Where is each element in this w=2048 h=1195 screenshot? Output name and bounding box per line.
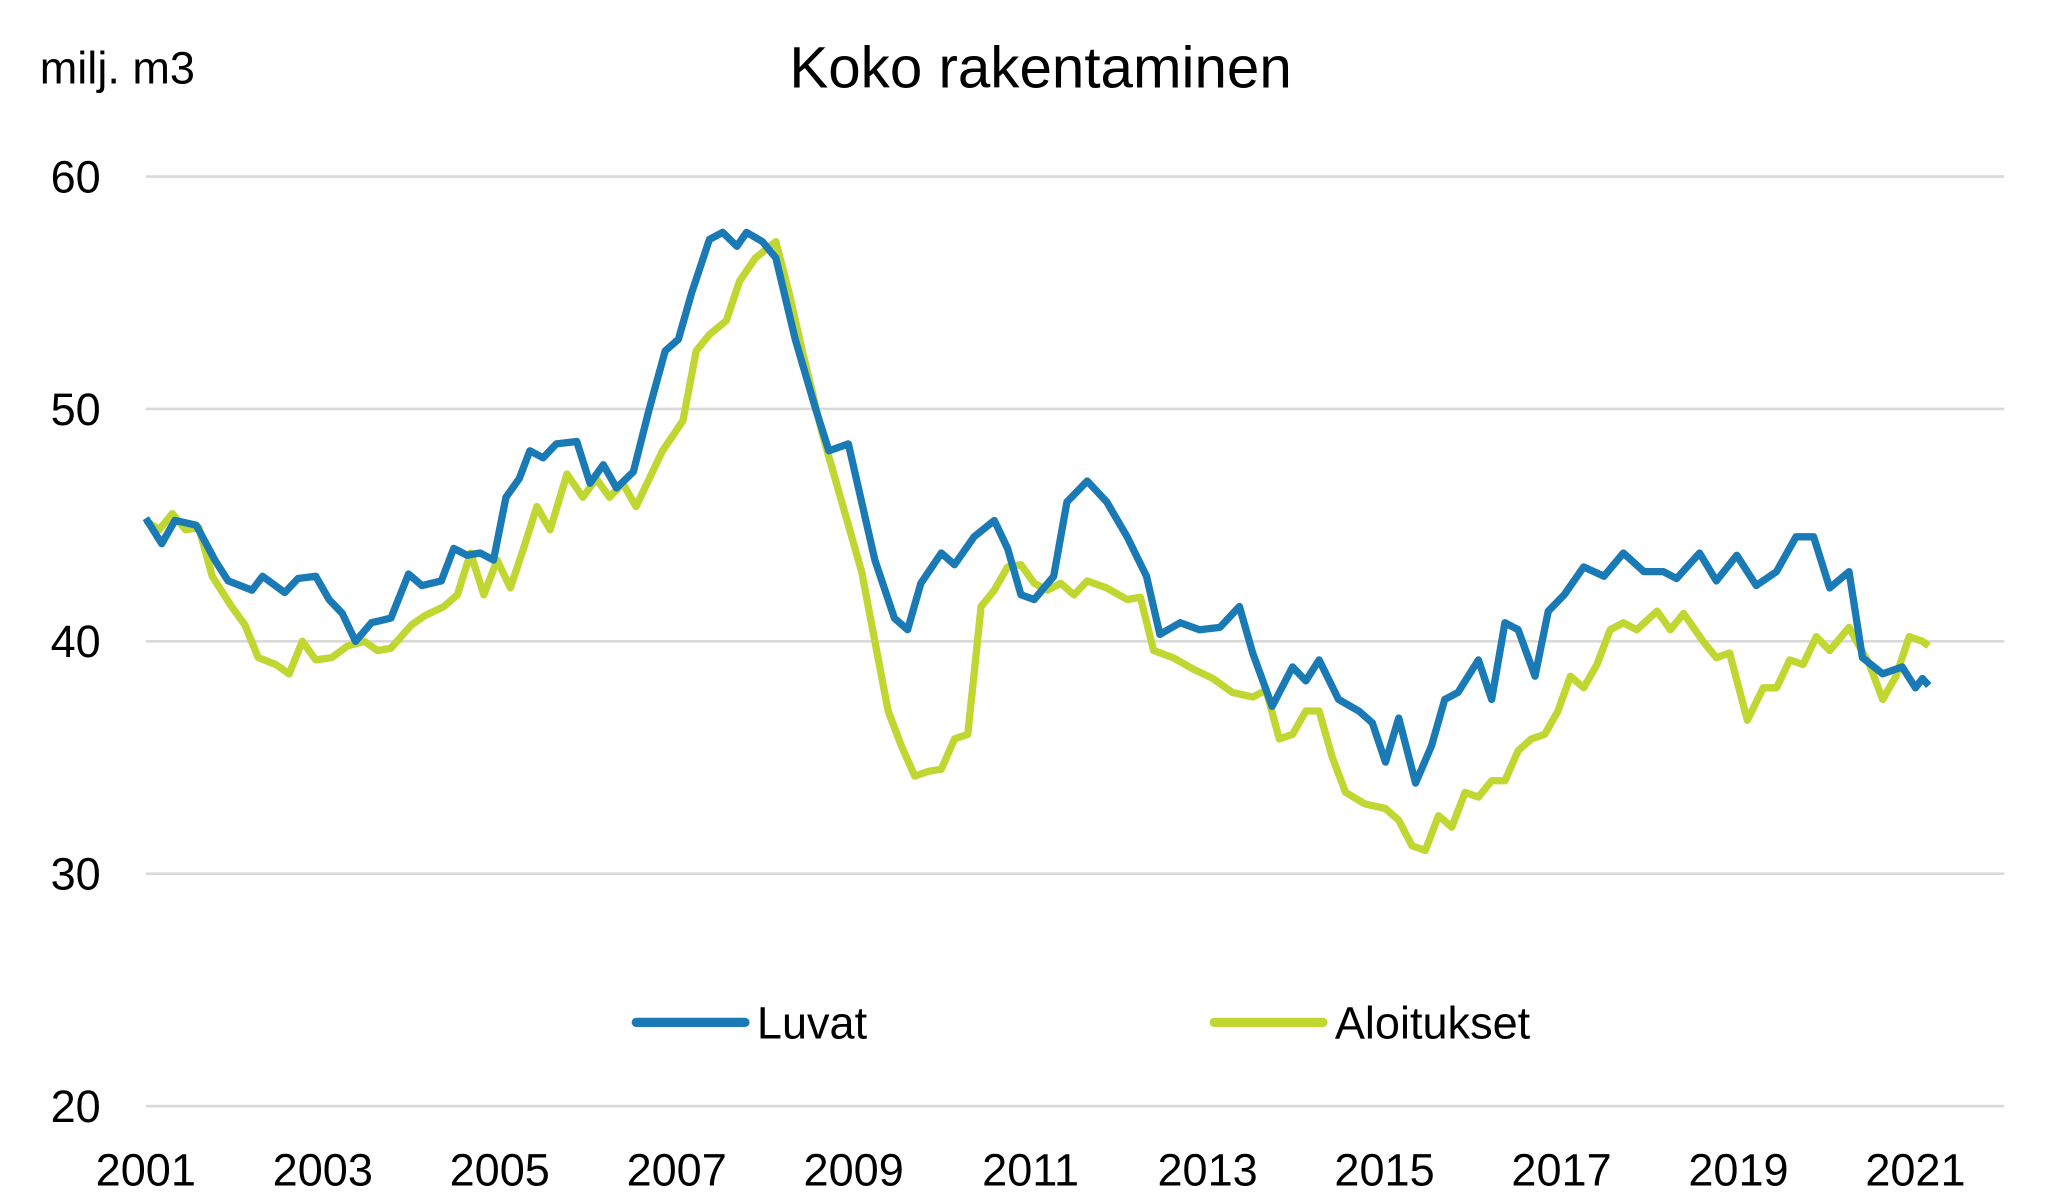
- x-tick-label: 2019: [1688, 1145, 1788, 1195]
- y-tick-label: 50: [51, 384, 101, 435]
- x-tick-label: 2001: [96, 1145, 196, 1195]
- x-tick-label: 2013: [1157, 1145, 1257, 1195]
- legend-label-luvat: Luvat: [757, 997, 868, 1048]
- y-axis-unit-label: milj. m3: [40, 43, 195, 94]
- x-tick-label: 2017: [1511, 1145, 1611, 1195]
- series-line-aloitukset: [143, 238, 1931, 855]
- x-tick-label: 2011: [982, 1145, 1079, 1195]
- y-axis-ticks: 20 30 40 50 60: [51, 151, 101, 1131]
- legend-label-aloitukset: Aloitukset: [1335, 997, 1531, 1048]
- y-tick-label: 30: [51, 849, 101, 900]
- gridlines: [145, 175, 2005, 1108]
- x-tick-label: 2007: [627, 1145, 727, 1195]
- y-tick-label: 20: [51, 1081, 101, 1132]
- x-tick-label: 2021: [1865, 1145, 1965, 1195]
- x-tick-label: 2009: [804, 1145, 904, 1195]
- x-axis-ticks: 2001 2003 2005 2007 2009 2011 2013 2015 2017 2019…: [96, 1145, 1966, 1195]
- x-tick-label: 2005: [450, 1145, 550, 1195]
- series-line-luvat: [142, 228, 1932, 787]
- y-tick-label: 40: [51, 616, 101, 667]
- series-lines: [142, 228, 1932, 855]
- y-tick-label: 60: [51, 151, 101, 202]
- x-tick-label: 2015: [1334, 1145, 1434, 1195]
- legend: Luvat Aloitukset: [631, 997, 1531, 1048]
- chart-title: Koko rakentaminen: [789, 36, 1291, 101]
- x-tick-label: 2003: [273, 1145, 373, 1195]
